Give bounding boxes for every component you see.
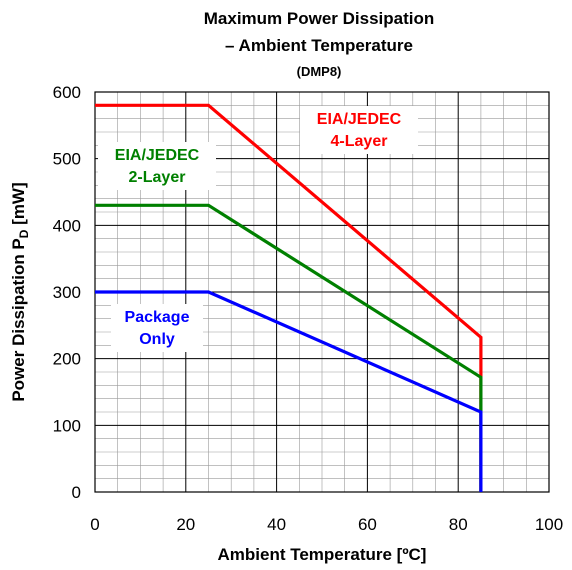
series-label-2-line-2: 2-Layer (129, 169, 186, 186)
y-axis-label-unit: [mW] (9, 182, 28, 229)
series-line-3 (95, 290, 483, 492)
y-axis-label-subscript: D (17, 229, 31, 238)
series-label-background-1 (300, 106, 418, 154)
series-labels: EIA/JEDEC 4-Layer EIA/JEDEC 2-Layer Package O… (98, 106, 418, 352)
series-label-2-line-1: EIA/JEDEC (115, 147, 200, 164)
x-tick-labels: 0 20 40 60 80 100 (90, 515, 563, 534)
y-tick-label: 200 (53, 350, 81, 369)
chart-title-line2: – Ambient Temperature (225, 36, 413, 55)
series-label-3-line-1: Package (125, 309, 190, 326)
x-tick-label: 60 (358, 515, 377, 534)
y-tick-label: 400 (53, 216, 81, 235)
series-lines (95, 103, 483, 492)
y-tick-label: 0 (72, 483, 81, 502)
series-label-1-line-1: EIA/JEDEC (317, 111, 402, 128)
x-tick-label: 100 (535, 515, 563, 534)
series-label-3-line-2: Only (139, 331, 175, 348)
chart-subtitle: (DMP8) (297, 64, 342, 79)
y-tick-label: 500 (53, 150, 81, 169)
series-label-1-line-2: 4-Layer (331, 133, 388, 150)
x-tick-label: 40 (267, 515, 286, 534)
series-label-background-2 (98, 142, 216, 190)
y-tick-label: 600 (53, 83, 81, 102)
y-axis-label-main: Power Dissipation P (9, 238, 28, 401)
y-tick-label: 300 (53, 283, 81, 302)
x-tick-label: 80 (449, 515, 468, 534)
x-tick-label: 20 (176, 515, 195, 534)
y-axis-label: Power Dissipation PD [mW] (9, 182, 31, 401)
chart-title-line1: Maximum Power Dissipation (204, 9, 435, 28)
x-axis-label: Ambient Temperature [ºC] (218, 545, 427, 564)
y-tick-label: 100 (53, 416, 81, 435)
x-tick-label: 0 (90, 515, 99, 534)
y-tick-labels: 0 100 200 300 400 500 600 (53, 83, 81, 502)
series-label-background-3 (111, 304, 203, 352)
